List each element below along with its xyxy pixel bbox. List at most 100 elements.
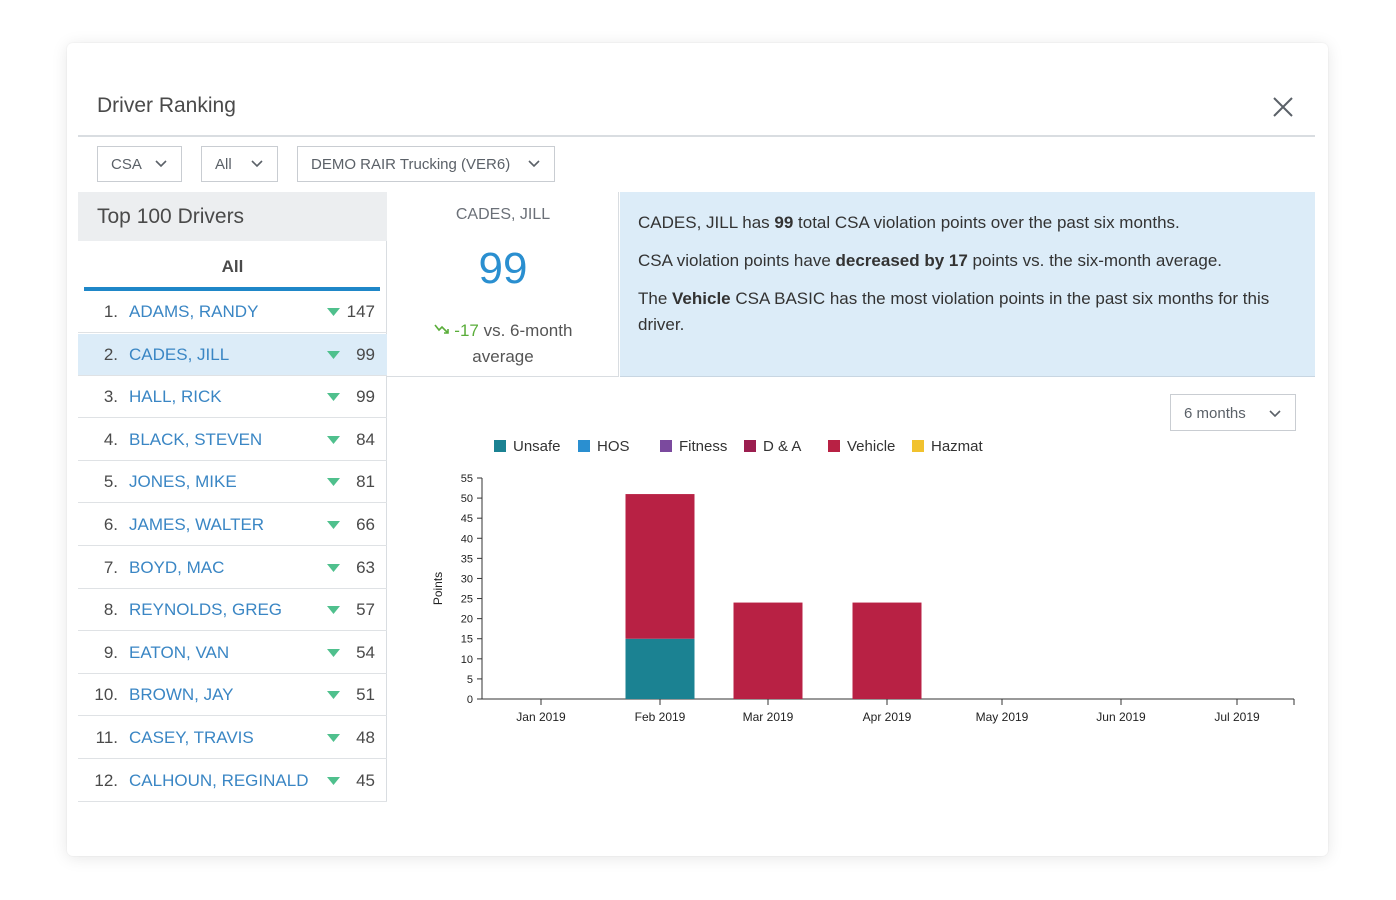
legend-item[interactable]: HOS	[578, 438, 630, 455]
driver-name-link[interactable]: JAMES, WALTER	[129, 515, 265, 534]
driver-list-header: Top 100 Drivers	[78, 192, 387, 241]
driver-rank: 9.	[103, 642, 118, 662]
summary-line-2: CSA violation points have decreased by 1…	[638, 248, 1298, 274]
trend-down-triangle-icon	[327, 734, 340, 742]
summary-line-1: CADES, JILL has 99 total CSA violation p…	[638, 210, 1298, 236]
driver-name-link[interactable]: EATON, VAN	[129, 642, 230, 662]
category-dropdown[interactable]: All	[201, 146, 278, 182]
trend-down-triangle-icon	[327, 435, 340, 444]
driver-row[interactable]: 3. HALL, RICK 99	[78, 376, 387, 419]
trend-down-triangle-icon	[327, 350, 340, 359]
driver-points: 45	[356, 770, 375, 790]
trend-down-triangle-icon	[327, 393, 340, 402]
score-delta: -17 vs. 6-month average	[387, 318, 619, 370]
driver-rank: 7.	[103, 557, 118, 577]
summary-text: total CSA violation points over the past…	[793, 213, 1180, 232]
category-dropdown-label: All	[215, 155, 232, 173]
driver-rank: 11.	[95, 728, 118, 747]
driver-row[interactable]: 4. BLACK, STEVEN 84	[78, 419, 387, 461]
legend-item[interactable]: Hazmat	[912, 438, 983, 455]
x-tick-label: Jul 2019	[1214, 710, 1260, 724]
y-tick-label: 30	[461, 573, 473, 585]
driver-name-link[interactable]: BROWN, JAY	[129, 685, 234, 705]
driver-name-link[interactable]: HALL, RICK	[129, 387, 222, 407]
x-tick-label: Feb 2019	[635, 710, 686, 724]
period-dropdown-label: 6 months	[1184, 405, 1246, 422]
driver-points: 66	[356, 515, 375, 534]
driver-rank: 4.	[103, 429, 118, 449]
legend-label: HOS	[597, 438, 630, 455]
x-tick-label: Apr 2019	[863, 710, 912, 724]
driver-rank: 8.	[103, 600, 118, 620]
driver-points: 51	[356, 685, 375, 705]
driver-row[interactable]: 5. JONES, MIKE 81	[78, 461, 387, 504]
driver-rank: 3.	[103, 387, 118, 407]
driver-row[interactable]: 7. BOYD, MAC 63	[78, 547, 387, 589]
legend-item[interactable]: Vehicle	[828, 438, 895, 455]
driver-row[interactable]: 8. REYNOLDS, GREG 57	[78, 589, 387, 632]
driver-points: 54	[356, 642, 375, 662]
summary-text: CSA BASIC has the most violation points …	[638, 289, 1270, 334]
program-dropdown[interactable]: CSA	[97, 146, 182, 182]
close-icon[interactable]	[1272, 96, 1294, 118]
violation-points-chart: 0 5 10 15 20 25 30 35 40 45 50 55 Points Jan 2019 Feb …	[431, 473, 1295, 724]
driver-rank: 12.	[94, 770, 118, 790]
driver-name-link[interactable]: ADAMS, RANDY	[129, 302, 259, 321]
y-tick-label: 25	[461, 594, 473, 606]
chevron-down-icon	[155, 160, 167, 168]
driver-name-link[interactable]: REYNOLDS, GREG	[129, 600, 283, 620]
y-tick-label: 50	[461, 493, 473, 505]
driver-score-card: CADES, JILL 99 -17 vs. 6-month average	[387, 192, 619, 377]
driver-row[interactable]: 9. EATON, VAN 54	[78, 632, 387, 674]
program-dropdown-label: CSA	[111, 155, 142, 173]
trend-down-triangle-icon	[327, 776, 340, 785]
bar-segment	[733, 602, 803, 699]
summary-emphasis: decreased by 17	[835, 251, 968, 270]
driver-name-link[interactable]: BOYD, MAC	[129, 557, 225, 577]
driver-name-link[interactable]: BLACK, STEVEN	[129, 429, 263, 449]
driver-row[interactable]: 11. CASEY, TRAVIS 48	[78, 717, 387, 759]
legend-item[interactable]: Unsafe	[494, 438, 561, 455]
driver-row[interactable]: 6. JAMES, WALTER 66	[78, 504, 387, 546]
legend-item[interactable]: Fitness	[660, 438, 727, 455]
driver-row[interactable]: 12. CALHOUN, REGINALD 45	[78, 760, 387, 802]
y-tick-label: 40	[461, 533, 473, 545]
summary-panel: CADES, JILL has 99 total CSA violation p…	[620, 192, 1315, 377]
trend-down-icon	[433, 324, 449, 334]
driver-list-heading: Top 100 Drivers	[97, 205, 245, 228]
tab-all[interactable]: All	[78, 241, 387, 290]
summary-text: CADES, JILL has	[638, 213, 775, 232]
y-tick-label: 0	[467, 694, 473, 706]
trend-down-triangle-icon	[327, 521, 340, 529]
x-tick-label: Jun 2019	[1096, 710, 1146, 724]
legend-swatch	[578, 440, 590, 452]
legend-swatch	[912, 440, 924, 452]
driver-row[interactable]: 1. ADAMS, RANDY 147	[78, 291, 387, 333]
y-tick-label: 15	[461, 634, 473, 646]
driver-points: 48	[356, 728, 375, 747]
x-tick-label: May 2019	[976, 710, 1029, 724]
driver-row[interactable]: 10. BROWN, JAY 51	[78, 674, 387, 717]
summary-text: CSA violation points have	[638, 251, 836, 270]
trend-down-triangle-icon	[327, 478, 340, 487]
driver-rank: 1.	[103, 302, 118, 321]
driver-name-link[interactable]: CALHOUN, REGINALD	[129, 770, 309, 790]
driver-name-link[interactable]: JONES, MIKE	[129, 472, 237, 492]
legend-item[interactable]: D & A	[744, 438, 801, 455]
summary-text: The	[638, 289, 673, 308]
y-tick-label: 5	[467, 674, 473, 686]
trend-down-triangle-icon	[327, 691, 340, 700]
score-value: 99	[478, 244, 528, 293]
driver-points: 99	[356, 387, 375, 407]
driver-rank: 5.	[103, 472, 118, 492]
y-tick-label: 35	[461, 553, 473, 565]
period-dropdown[interactable]: 6 months	[1170, 394, 1296, 431]
driver-points: 81	[356, 472, 375, 492]
driver-row[interactable]: 2. CADES, JILL 99	[78, 333, 387, 376]
driver-name-link[interactable]: CASEY, TRAVIS	[129, 728, 254, 747]
header-divider	[78, 135, 1315, 137]
x-tick-label: Mar 2019	[743, 710, 794, 724]
company-dropdown[interactable]: DEMO RAIR Trucking (VER6)	[297, 146, 555, 182]
driver-ranking-modal: Driver Ranking CSA All DEMO RAIR Truckin…	[67, 43, 1328, 856]
driver-name-link[interactable]: CADES, JILL	[129, 344, 230, 364]
